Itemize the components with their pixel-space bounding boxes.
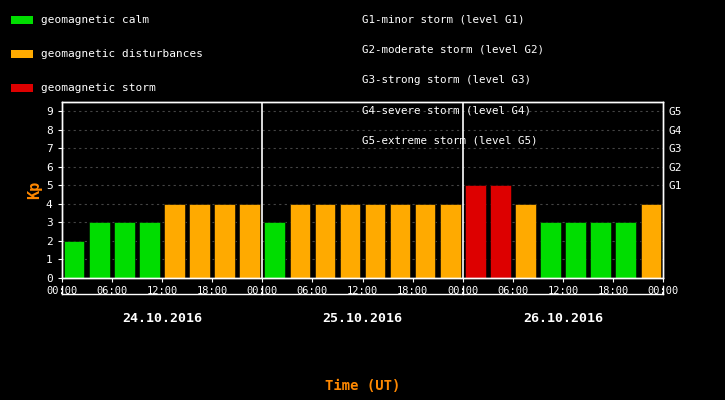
Bar <box>641 204 661 278</box>
Bar <box>415 204 436 278</box>
Text: geomagnetic calm: geomagnetic calm <box>41 15 149 25</box>
Text: geomagnetic disturbances: geomagnetic disturbances <box>41 49 203 59</box>
Bar <box>215 204 235 278</box>
Bar <box>164 204 185 278</box>
Bar <box>289 204 310 278</box>
Y-axis label: Kp: Kp <box>27 181 41 199</box>
Bar <box>239 204 260 278</box>
Bar <box>490 185 510 278</box>
Text: G1-minor storm (level G1): G1-minor storm (level G1) <box>362 14 525 24</box>
Text: 25.10.2016: 25.10.2016 <box>323 312 402 325</box>
Bar <box>340 204 360 278</box>
Bar <box>566 222 586 278</box>
Bar <box>440 204 460 278</box>
Text: G4-severe storm (level G4): G4-severe storm (level G4) <box>362 105 531 115</box>
Bar <box>540 222 561 278</box>
Bar <box>189 204 210 278</box>
Bar <box>114 222 135 278</box>
Bar <box>390 204 410 278</box>
Text: 26.10.2016: 26.10.2016 <box>523 312 603 325</box>
Text: Time (UT): Time (UT) <box>325 379 400 393</box>
Text: G3-strong storm (level G3): G3-strong storm (level G3) <box>362 75 531 85</box>
Bar <box>265 222 285 278</box>
Bar <box>315 204 335 278</box>
Bar <box>139 222 160 278</box>
Bar <box>590 222 611 278</box>
Text: G2-moderate storm (level G2): G2-moderate storm (level G2) <box>362 44 544 54</box>
Bar <box>515 204 536 278</box>
Bar <box>465 185 486 278</box>
Bar <box>89 222 109 278</box>
Text: G5-extreme storm (level G5): G5-extreme storm (level G5) <box>362 136 538 146</box>
Text: 24.10.2016: 24.10.2016 <box>122 312 202 325</box>
Bar <box>64 241 84 278</box>
Text: geomagnetic storm: geomagnetic storm <box>41 83 156 93</box>
Bar <box>616 222 636 278</box>
Bar <box>365 204 385 278</box>
